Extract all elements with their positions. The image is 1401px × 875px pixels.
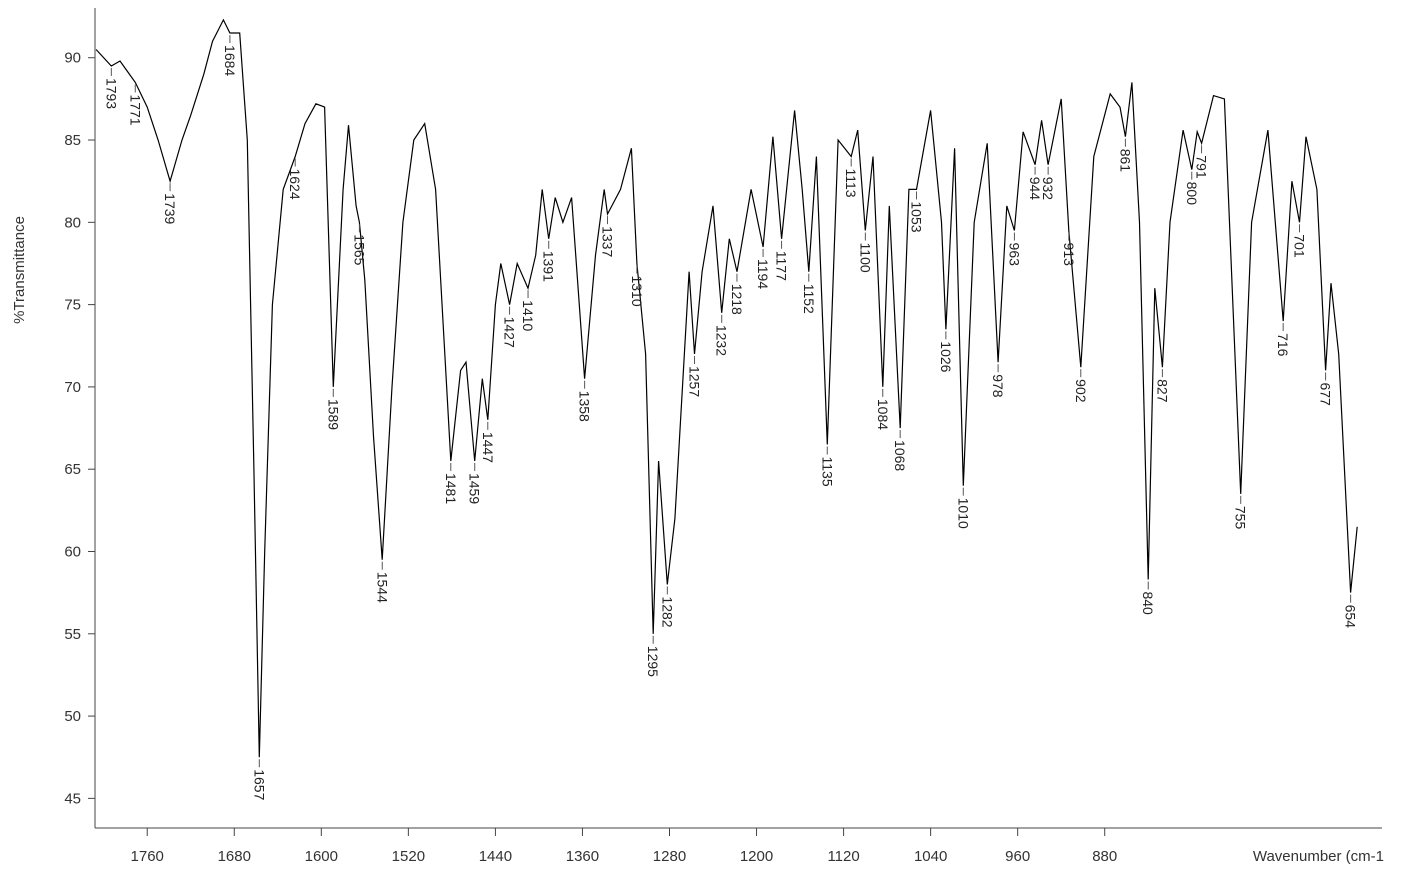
peak-label: 1194 [755,259,771,289]
peak-label: 1624 [287,168,303,199]
peak-label: 1481 [443,473,459,504]
peak-label: 1459 [467,473,483,504]
peak-label: 1589 [325,399,341,430]
peak-label: 1053 [908,201,924,232]
y-axis-label: %Transmittance [11,216,28,324]
peak-label: 1565 [351,234,367,265]
peak-label: 1084 [875,399,891,430]
peak-label: 1337 [599,226,615,257]
y-tick-label: 85 [64,132,81,149]
peak-label: 1544 [374,572,390,603]
x-tick-label: 1280 [653,848,686,865]
peak-label: 800 [1184,182,1200,206]
y-tick-label: 75 [64,297,81,314]
x-tick-label: 1600 [305,848,338,865]
peak-label: 1282 [659,596,675,627]
y-tick-label: 90 [64,50,81,67]
peak-label: 1177 [774,251,790,281]
peak-label: 1232 [714,325,730,356]
x-tick-label: 1120 [827,848,859,865]
peak-label: 1026 [938,341,954,372]
peak-label: 827 [1154,379,1170,403]
peak-label: 791 [1194,155,1210,179]
peak-label: 1657 [251,769,267,800]
peak-label: 861 [1117,149,1133,173]
peak-label: 840 [1140,591,1156,615]
peak-label: 978 [990,374,1006,398]
y-tick-label: 50 [64,708,81,725]
peak-label: 1010 [955,498,971,529]
peak-label: 902 [1073,379,1089,403]
spectrum-line [95,18,1358,758]
peak-label: 1391 [541,251,557,282]
x-tick-label: 1200 [740,848,773,865]
y-tick-label: 70 [64,379,81,396]
y-tick-label: 65 [64,461,81,478]
x-tick-label: 1520 [392,848,425,865]
x-tick-label: 1040 [914,848,947,865]
x-tick-label: 1440 [479,848,512,865]
peak-label: 1295 [645,646,661,677]
peak-label: 755 [1233,506,1249,530]
peak-label: 654 [1343,605,1359,629]
peak-label: 1218 [729,284,745,315]
peak-label: 1135 [819,457,835,487]
peak-label: 1152 [801,284,817,314]
peak-label: 716 [1275,333,1291,357]
peak-label: 913 [1061,243,1077,267]
x-tick-label: 1680 [218,848,251,865]
peak-label: 1447 [480,432,496,463]
y-tick-label: 60 [64,543,81,560]
peak-label: 701 [1291,234,1307,258]
x-tick-label: 1760 [131,848,164,865]
peak-label: 1684 [222,45,238,76]
peak-label: 1113 [843,168,859,197]
peak-label: 1771 [127,94,143,125]
peak-label: 1257 [687,366,703,397]
peak-label: 1310 [629,275,645,306]
peak-label: 1100 [857,243,873,273]
y-tick-label: 55 [64,626,81,643]
peak-label: 963 [1006,243,1022,267]
peak-label: 677 [1318,382,1334,406]
peak-label: 932 [1040,177,1056,201]
peak-label: 1793 [103,78,119,109]
x-tick-label: 960 [1005,848,1030,865]
x-tick-label: 880 [1092,848,1117,865]
x-tick-label: 1360 [566,848,599,865]
peak-label: 1427 [502,317,518,348]
x-axis-label: Wavenumber (cm-1 [1253,848,1384,865]
peak-label: 1068 [892,440,908,471]
y-tick-label: 45 [64,790,81,807]
peak-label: 1358 [577,391,593,422]
peak-label: 1410 [520,300,536,331]
peak-label: 944 [1027,177,1043,201]
peak-label: 1739 [162,193,178,224]
y-tick-label: 80 [64,214,81,231]
